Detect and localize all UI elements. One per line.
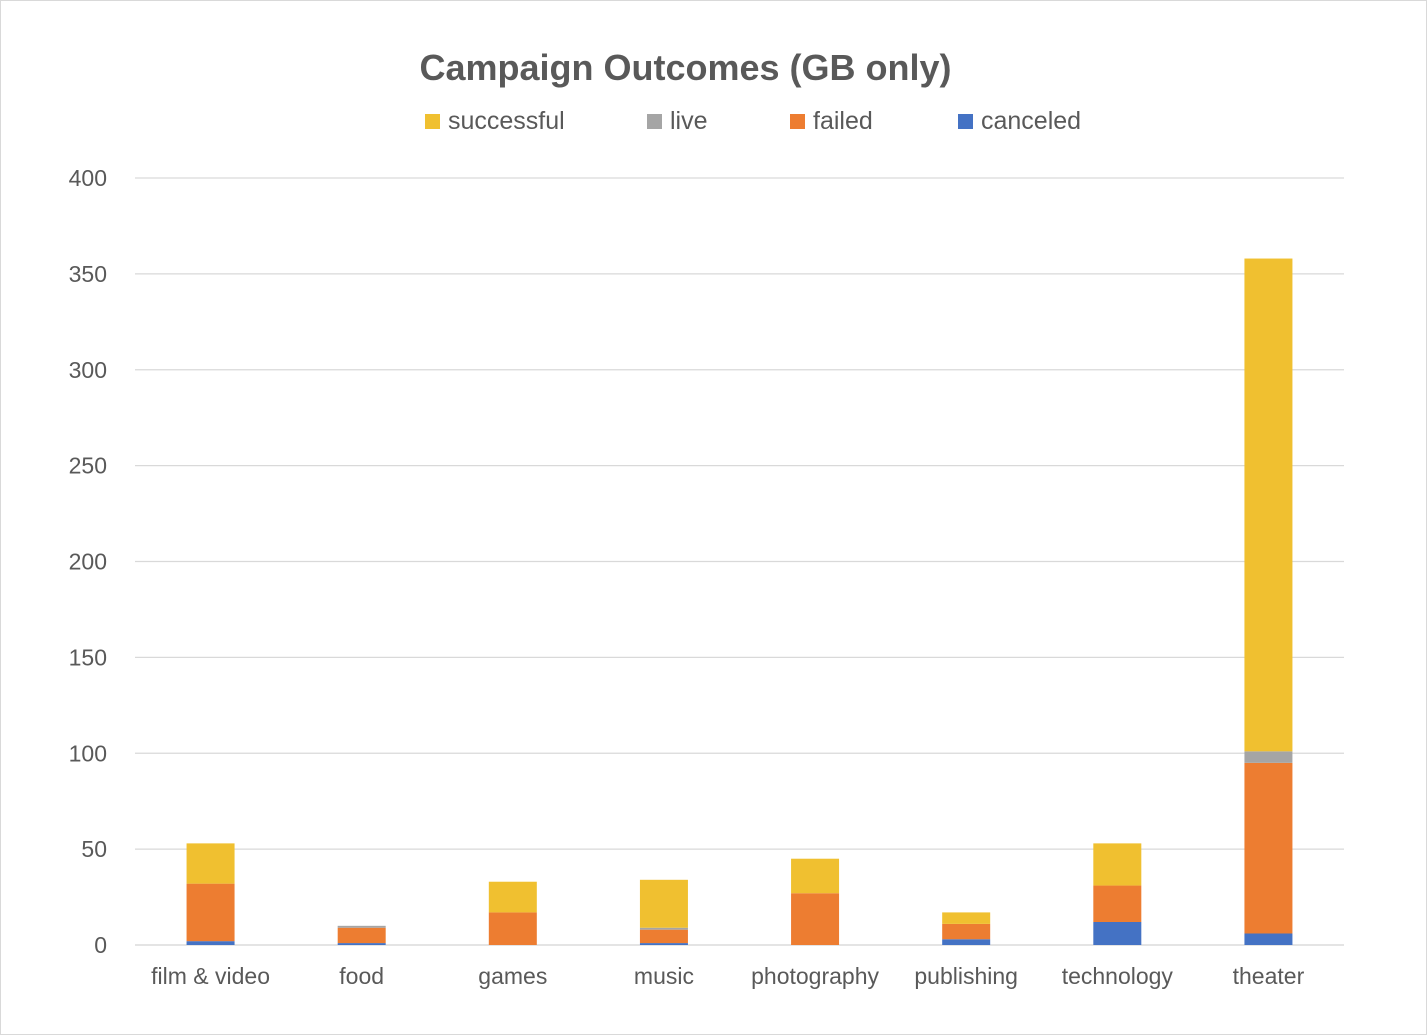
x-axis-tick-labels: film & video food games music photography pub… — [151, 963, 1304, 989]
bar-live-food — [337, 925, 386, 928]
bar-canceled-film-video — [186, 941, 235, 945]
x-tick-label: publishing — [914, 963, 1018, 989]
legend-label-canceled: canceled — [981, 106, 1082, 135]
y-tick-label: 100 — [69, 740, 107, 766]
bars — [186, 258, 1293, 945]
x-tick-label: games — [478, 963, 547, 989]
legend-item-live: live — [647, 103, 708, 139]
bar-failed-technology — [1093, 885, 1142, 922]
bar-successful-music — [639, 879, 688, 928]
bar-canceled-technology — [1093, 921, 1142, 945]
x-tick-label: technology — [1062, 963, 1174, 989]
y-tick-label: 400 — [69, 165, 107, 191]
y-axis-tick-labels: 0 50 100 150 200 250 300 350 400 — [69, 165, 107, 958]
x-tick-label: theater — [1233, 963, 1305, 989]
chart-title: Campaign Outcomes (GB only) — [419, 47, 952, 88]
bar-successful-film-video — [186, 843, 235, 884]
bar-failed-film-video — [186, 883, 235, 942]
x-tick-label: film & video — [151, 963, 270, 989]
legend-item-canceled: canceled — [958, 103, 1081, 139]
legend-swatch-successful — [425, 113, 440, 129]
y-tick-label: 150 — [69, 644, 107, 670]
legend-swatch-failed — [790, 113, 805, 129]
bar-failed-theater — [1244, 762, 1293, 934]
y-tick-label: 200 — [69, 549, 107, 575]
x-tick-label: photography — [751, 963, 879, 989]
legend-item-successful: successful — [425, 103, 565, 139]
x-tick-label: music — [634, 963, 694, 989]
legend: successful live failed canceled — [1, 103, 1427, 139]
legend-swatch-live — [647, 113, 662, 129]
legend-label-live: live — [670, 106, 708, 135]
y-tick-label: 250 — [69, 453, 107, 479]
legend-item-failed: failed — [790, 103, 873, 139]
bar-live-theater — [1244, 751, 1293, 763]
x-tick-label: food — [339, 963, 384, 989]
bar-failed-publishing — [942, 923, 991, 940]
bar-failed-food — [337, 927, 386, 944]
y-tick-label: 350 — [69, 261, 107, 287]
bar-canceled-publishing — [942, 939, 991, 945]
bar-successful-games — [488, 881, 537, 913]
gridlines — [135, 177, 1344, 946]
bar-failed-photography — [791, 893, 840, 945]
legend-label-successful: successful — [448, 106, 565, 135]
bar-canceled-food — [337, 943, 386, 945]
bar-successful-publishing — [942, 912, 991, 924]
bar-canceled-theater — [1244, 933, 1293, 945]
bar-failed-games — [488, 912, 537, 945]
bar-failed-music — [639, 929, 688, 944]
bar-successful-theater — [1244, 258, 1293, 752]
y-tick-label: 0 — [94, 932, 107, 958]
legend-swatch-canceled — [958, 113, 973, 129]
y-tick-label: 50 — [81, 836, 107, 862]
legend-label-failed: failed — [813, 106, 873, 135]
bar-successful-technology — [1093, 843, 1142, 886]
bar-canceled-music — [639, 943, 688, 945]
bar-live-music — [639, 927, 688, 930]
bar-successful-photography — [791, 858, 840, 894]
y-tick-label: 300 — [69, 357, 107, 383]
